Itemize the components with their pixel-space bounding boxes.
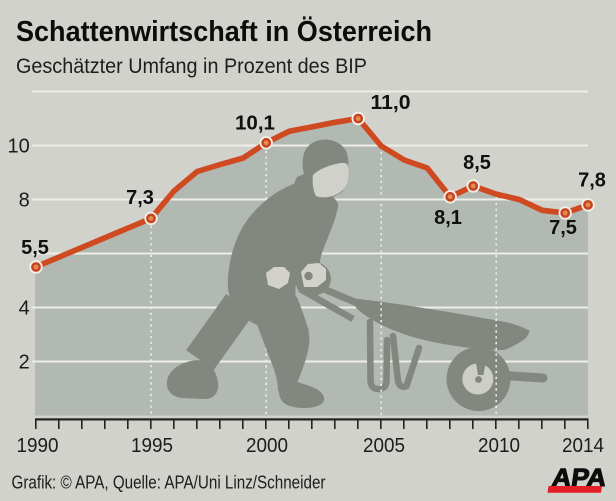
svg-text:Geschätzter Umfang in Prozent: Geschätzter Umfang in Prozent des BIP [16,55,367,78]
svg-text:2014: 2014 [562,435,604,457]
svg-text:1990: 1990 [17,435,59,457]
svg-text:5,5: 5,5 [21,237,49,259]
svg-text:11,0: 11,0 [371,92,411,114]
svg-text:2: 2 [19,352,30,374]
svg-text:Schattenwirtschaft in Österrei: Schattenwirtschaft in Österreich [16,15,432,48]
svg-text:10,1: 10,1 [235,112,275,134]
svg-text:7,8: 7,8 [578,169,606,191]
svg-text:4: 4 [19,298,30,320]
svg-text:1995: 1995 [131,435,173,457]
svg-text:10: 10 [8,136,30,158]
svg-text:8,1: 8,1 [434,207,462,229]
svg-text:2005: 2005 [363,435,405,457]
svg-text:8: 8 [19,190,30,212]
svg-text:2000: 2000 [246,435,288,457]
svg-text:7,3: 7,3 [126,187,154,209]
svg-text:2010: 2010 [478,435,520,457]
svg-text:Grafik: © APA, Quelle: APA/Uni: Grafik: © APA, Quelle: APA/Uni Linz/Schn… [12,473,326,493]
svg-text:8,5: 8,5 [463,152,491,174]
svg-text:7,5: 7,5 [549,217,577,239]
